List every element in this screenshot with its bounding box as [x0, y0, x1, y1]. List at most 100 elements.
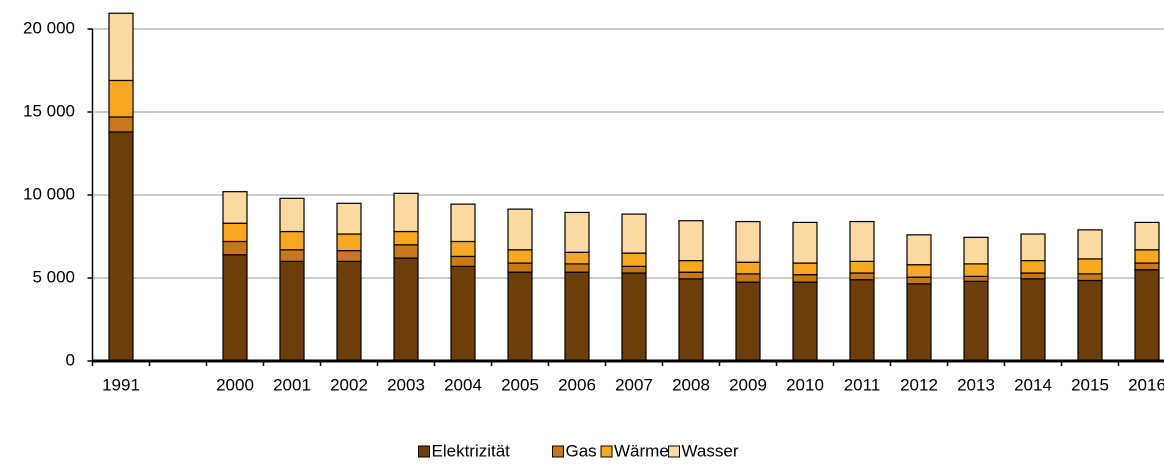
bar-segment [1134, 249, 1160, 264]
bar-segment [906, 283, 932, 362]
bar-segment [963, 280, 989, 362]
legend-label: Wasser [682, 441, 739, 460]
bar-segment [906, 234, 932, 266]
bar-segment [849, 272, 875, 281]
bar-segment [621, 272, 647, 362]
x-tick-label: 2003 [387, 375, 425, 394]
x-tick-label: 2000 [216, 375, 254, 394]
bar-segment [906, 264, 932, 278]
x-tick-label: 2011 [844, 375, 881, 394]
bar-segment [849, 260, 875, 274]
bar-segment [678, 271, 704, 280]
bar-segment [792, 262, 818, 276]
bar-segment [222, 191, 248, 224]
y-tick-label: 5 000 [32, 267, 75, 286]
x-tick-label: 2007 [615, 375, 653, 394]
bar-segment [393, 244, 419, 259]
bar-segment [564, 271, 590, 362]
bar-segment [1134, 262, 1160, 271]
legend-label: Gas [566, 441, 597, 460]
bar-segment [792, 221, 818, 264]
legend-swatch [418, 445, 430, 458]
bar-segment [1077, 273, 1103, 282]
bar-segment [963, 275, 989, 282]
bar-segment [108, 116, 134, 133]
bar-segment [735, 220, 761, 263]
x-tick-label: 2012 [900, 375, 938, 394]
bar-segment [393, 257, 419, 362]
x-tick-label: 2014 [1014, 375, 1052, 394]
bar-segment [279, 230, 305, 251]
bar-segment [507, 249, 533, 264]
bar-segment [1020, 233, 1046, 262]
bar-segment [336, 250, 362, 263]
y-tick-label: 20 000 [23, 18, 75, 37]
bar-segment [735, 261, 761, 275]
bar-segment [507, 262, 533, 273]
bar-segment [336, 260, 362, 362]
bar-segment [792, 274, 818, 283]
bar-segment [1020, 259, 1046, 274]
bar-segment [621, 252, 647, 267]
x-tick-label: 2005 [501, 375, 539, 394]
bar-segment [507, 271, 533, 362]
bar-segment [621, 213, 647, 254]
bar-segment [222, 240, 248, 256]
bar-segment [735, 281, 761, 362]
bar-segment [108, 12, 134, 82]
bar-segment [279, 260, 305, 362]
bar-segment [450, 255, 476, 267]
y-tick-label: 10 000 [23, 184, 75, 203]
bar-segment [108, 79, 134, 118]
bar-segment [279, 249, 305, 262]
bar-segment [564, 211, 590, 253]
x-tick-label: 2001 [273, 375, 311, 394]
x-tick-label: 2004 [444, 375, 482, 394]
bar-segment [336, 233, 362, 252]
bar-segment [222, 222, 248, 243]
bar-segment [849, 279, 875, 362]
bar-segment [1077, 258, 1103, 275]
legend-swatch [668, 445, 680, 458]
bar-segment [735, 273, 761, 283]
bar-segment [393, 192, 419, 233]
bar-segment [678, 278, 704, 362]
x-tick-label: 2015 [1071, 375, 1109, 394]
bar-segment [792, 281, 818, 362]
bar-segment [564, 263, 590, 273]
y-tick-label: 15 000 [23, 101, 75, 120]
x-tick-label: 2006 [558, 375, 596, 394]
legend-label: Wärme [614, 441, 669, 460]
x-tick-label: 2009 [729, 375, 767, 394]
y-tick-label: 0 [66, 350, 75, 369]
x-tick-label: 2008 [672, 375, 710, 394]
bar-segment [222, 254, 248, 362]
bar-segment [450, 240, 476, 258]
bar-segment [393, 230, 419, 246]
bar-segment [507, 208, 533, 251]
x-tick-label: 2013 [957, 375, 995, 394]
bar-segment [336, 202, 362, 235]
bar-segment [279, 197, 305, 233]
bar-segment [564, 251, 590, 265]
bar-segment [450, 203, 476, 243]
bar-segment [621, 265, 647, 274]
x-tick-label: 2016 [1128, 375, 1164, 394]
bar-segment [450, 265, 476, 362]
bar-segment [1134, 269, 1160, 362]
bar-segment [1020, 272, 1046, 280]
bar-segment [678, 259, 704, 273]
legend-swatch [552, 445, 564, 458]
legend-swatch [600, 445, 613, 458]
x-tick-label: 2002 [330, 375, 368, 394]
bar-segment [906, 276, 932, 285]
bar-segment [1020, 278, 1046, 362]
bar-segment [963, 263, 989, 277]
bar-segment [1134, 221, 1160, 251]
x-tick-label: 1991 [102, 375, 140, 394]
bar-segment [1077, 279, 1103, 362]
x-tick-label: 2010 [786, 375, 824, 394]
bar-segment [678, 220, 704, 262]
legend-label: Elektrizität [432, 441, 511, 460]
